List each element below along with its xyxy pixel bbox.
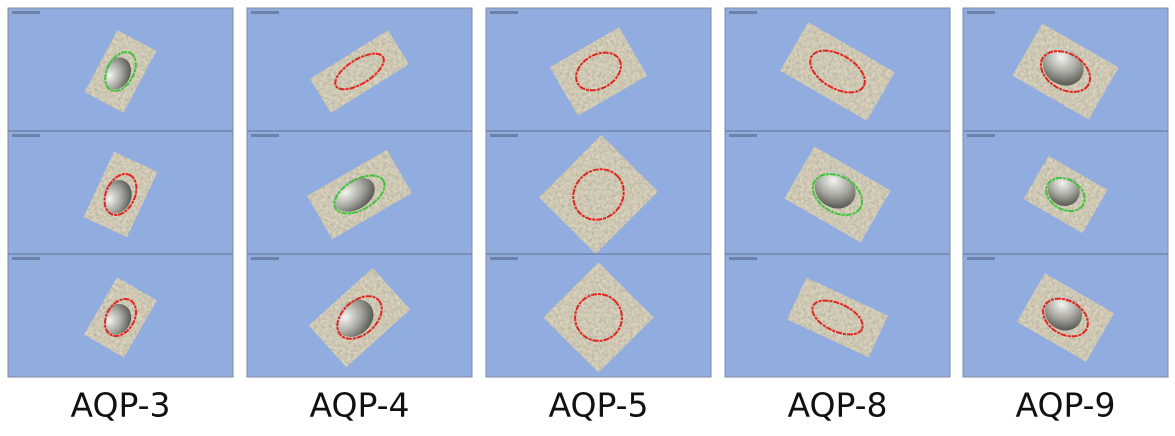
panel-caption [490, 257, 518, 260]
panel-caption [729, 11, 757, 14]
panel-caption [729, 134, 757, 137]
panel-caption [967, 257, 995, 260]
image-column [486, 8, 711, 377]
panel-caption [251, 134, 279, 137]
figure: AQP-3 AQP-4 AQP-5 AQP-8 AQP-9 [0, 0, 1175, 436]
column-label: AQP-4 [309, 386, 409, 425]
panel-caption [490, 11, 518, 14]
image-column [725, 8, 950, 377]
panel-caption [251, 257, 279, 260]
panel-caption [967, 11, 995, 14]
column-label: AQP-9 [1015, 386, 1115, 425]
panel-caption [490, 134, 518, 137]
image-column [8, 8, 233, 377]
page: AQP-3AQP-4AQP-5AQP-8AQP-9 (() => { const… [0, 0, 1175, 436]
column-label: AQP-8 [787, 386, 887, 425]
panel-caption [729, 257, 757, 260]
column-label: AQP-3 [70, 386, 170, 425]
panel-caption [967, 134, 995, 137]
panel-caption [12, 11, 40, 14]
panel-caption [12, 134, 40, 137]
image-column [963, 8, 1168, 377]
panel-caption [12, 257, 40, 260]
panel-caption [251, 11, 279, 14]
column-label: AQP-5 [548, 386, 648, 425]
image-column [247, 8, 472, 377]
